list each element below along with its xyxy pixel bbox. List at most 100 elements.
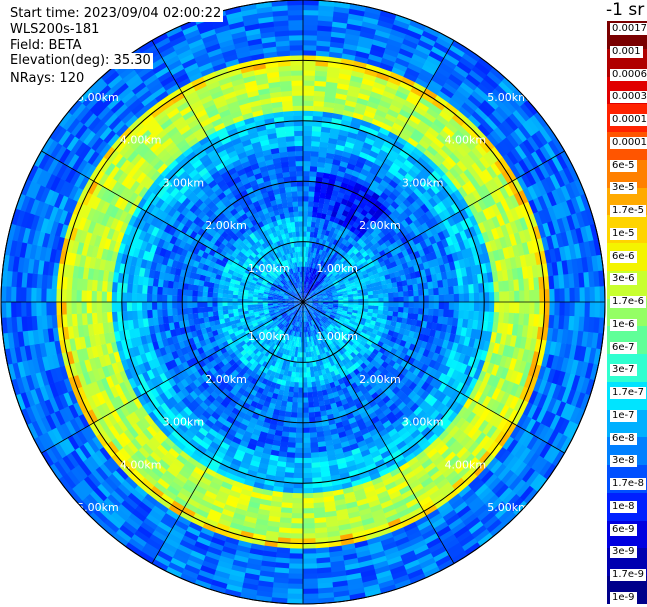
ppi-cell [292,498,303,504]
ppi-cell [564,302,571,317]
ppi-cell [304,291,306,298]
ppi-cell [453,309,460,319]
ppi-cell [469,414,481,427]
ppi-cell [405,273,412,281]
ppi-cell [566,198,577,216]
ppi-cell [325,312,332,317]
ppi-cell [334,332,341,339]
ppi-cell [433,380,444,391]
ppi-cell [314,70,328,77]
ppi-cell [387,166,399,176]
ppi-cell [358,124,371,133]
ppi-cell [521,241,531,256]
ppi-cell [352,290,359,295]
ppi-cell [398,307,405,313]
ppi-cell [465,180,477,193]
ppi-cell [504,291,510,303]
ppi-cell [303,165,311,172]
ppi-cell [307,210,313,217]
ppi-cell [333,300,339,303]
ppi-cell [569,406,581,424]
ppi-cell [404,378,414,389]
ppi-cell [573,316,581,332]
ppi-cell [580,361,590,379]
ppi-cell [392,217,402,227]
ppi-cell [428,295,435,303]
ppi-cell [443,302,450,310]
ppi-cell [341,312,348,317]
ppi-cell [392,233,401,242]
ppi-cell [303,286,305,292]
ppi-cell [362,288,369,293]
ppi-cell [402,285,409,292]
ppi-cell [408,296,415,303]
ppi-cell [340,264,347,271]
ppi-cell [404,172,415,183]
ppi-cell [391,281,399,288]
ppi-cell [370,43,386,54]
ppi-cell [386,153,397,163]
ppi-cell [310,155,319,162]
ppi-cell [523,313,530,326]
ppi-cell [434,151,446,164]
ppi-cell [471,444,484,458]
ppi-cell [393,140,405,151]
ppi-cell [305,281,308,288]
ppi-cell [546,235,555,250]
ppi-cell [300,352,303,358]
ppi-cell [306,377,312,384]
ppi-cell [396,135,408,146]
ppi-cell [350,315,358,320]
ppi-cell [307,251,312,258]
ppi-cell [589,286,596,303]
ppi-cell [290,523,303,530]
ppi-cell [385,319,393,326]
ppi-cell [519,290,526,303]
ppi-cell [476,186,487,200]
ppi-cell [327,280,334,286]
ppi-cell [482,219,492,232]
ppi-cell [322,305,329,308]
ppi-cell [317,314,324,320]
ppi-cell [316,34,332,42]
ppi-cell [353,165,363,174]
ppi-cell [346,324,353,331]
ppi-cell [326,309,333,314]
ppi-cell [403,122,416,134]
ppi-cell [389,220,398,230]
ppi-cell [342,322,349,328]
ppi-cell [503,312,510,324]
ppi-cell [330,255,336,262]
ppi-cell [493,281,500,293]
ppi-cell [307,302,314,305]
ppi-cell [474,174,486,188]
ppi-cell [322,296,329,299]
ppi-cell [484,473,498,488]
ppi-cell [303,271,305,277]
ppi-cell [468,310,475,321]
ppi-cell [504,196,516,211]
ppi-cell [343,320,350,326]
ppi-cell [321,309,328,313]
ppi-cell [310,226,315,233]
ppi-cell [424,365,434,376]
ppi-cell [303,251,306,257]
ppi-cell [504,473,519,488]
ppi-cell [388,292,395,298]
ppi-cell [302,362,307,369]
ppi-cell [396,365,405,374]
ppi-cell [294,452,303,459]
ppi-cell [430,409,441,421]
ppi-cell [574,408,586,426]
ppi-cell [371,269,379,276]
ppi-cell [366,219,375,228]
ppi-cell [469,177,481,190]
ppi-cell [457,406,469,418]
ppi-cell [408,290,415,297]
ppi-cell [440,238,450,249]
ppi-cell [322,295,329,298]
ppi-cell [331,311,338,315]
ppi-cell [555,232,565,248]
ppi-cell [311,140,321,147]
ppi-cell [500,224,510,237]
